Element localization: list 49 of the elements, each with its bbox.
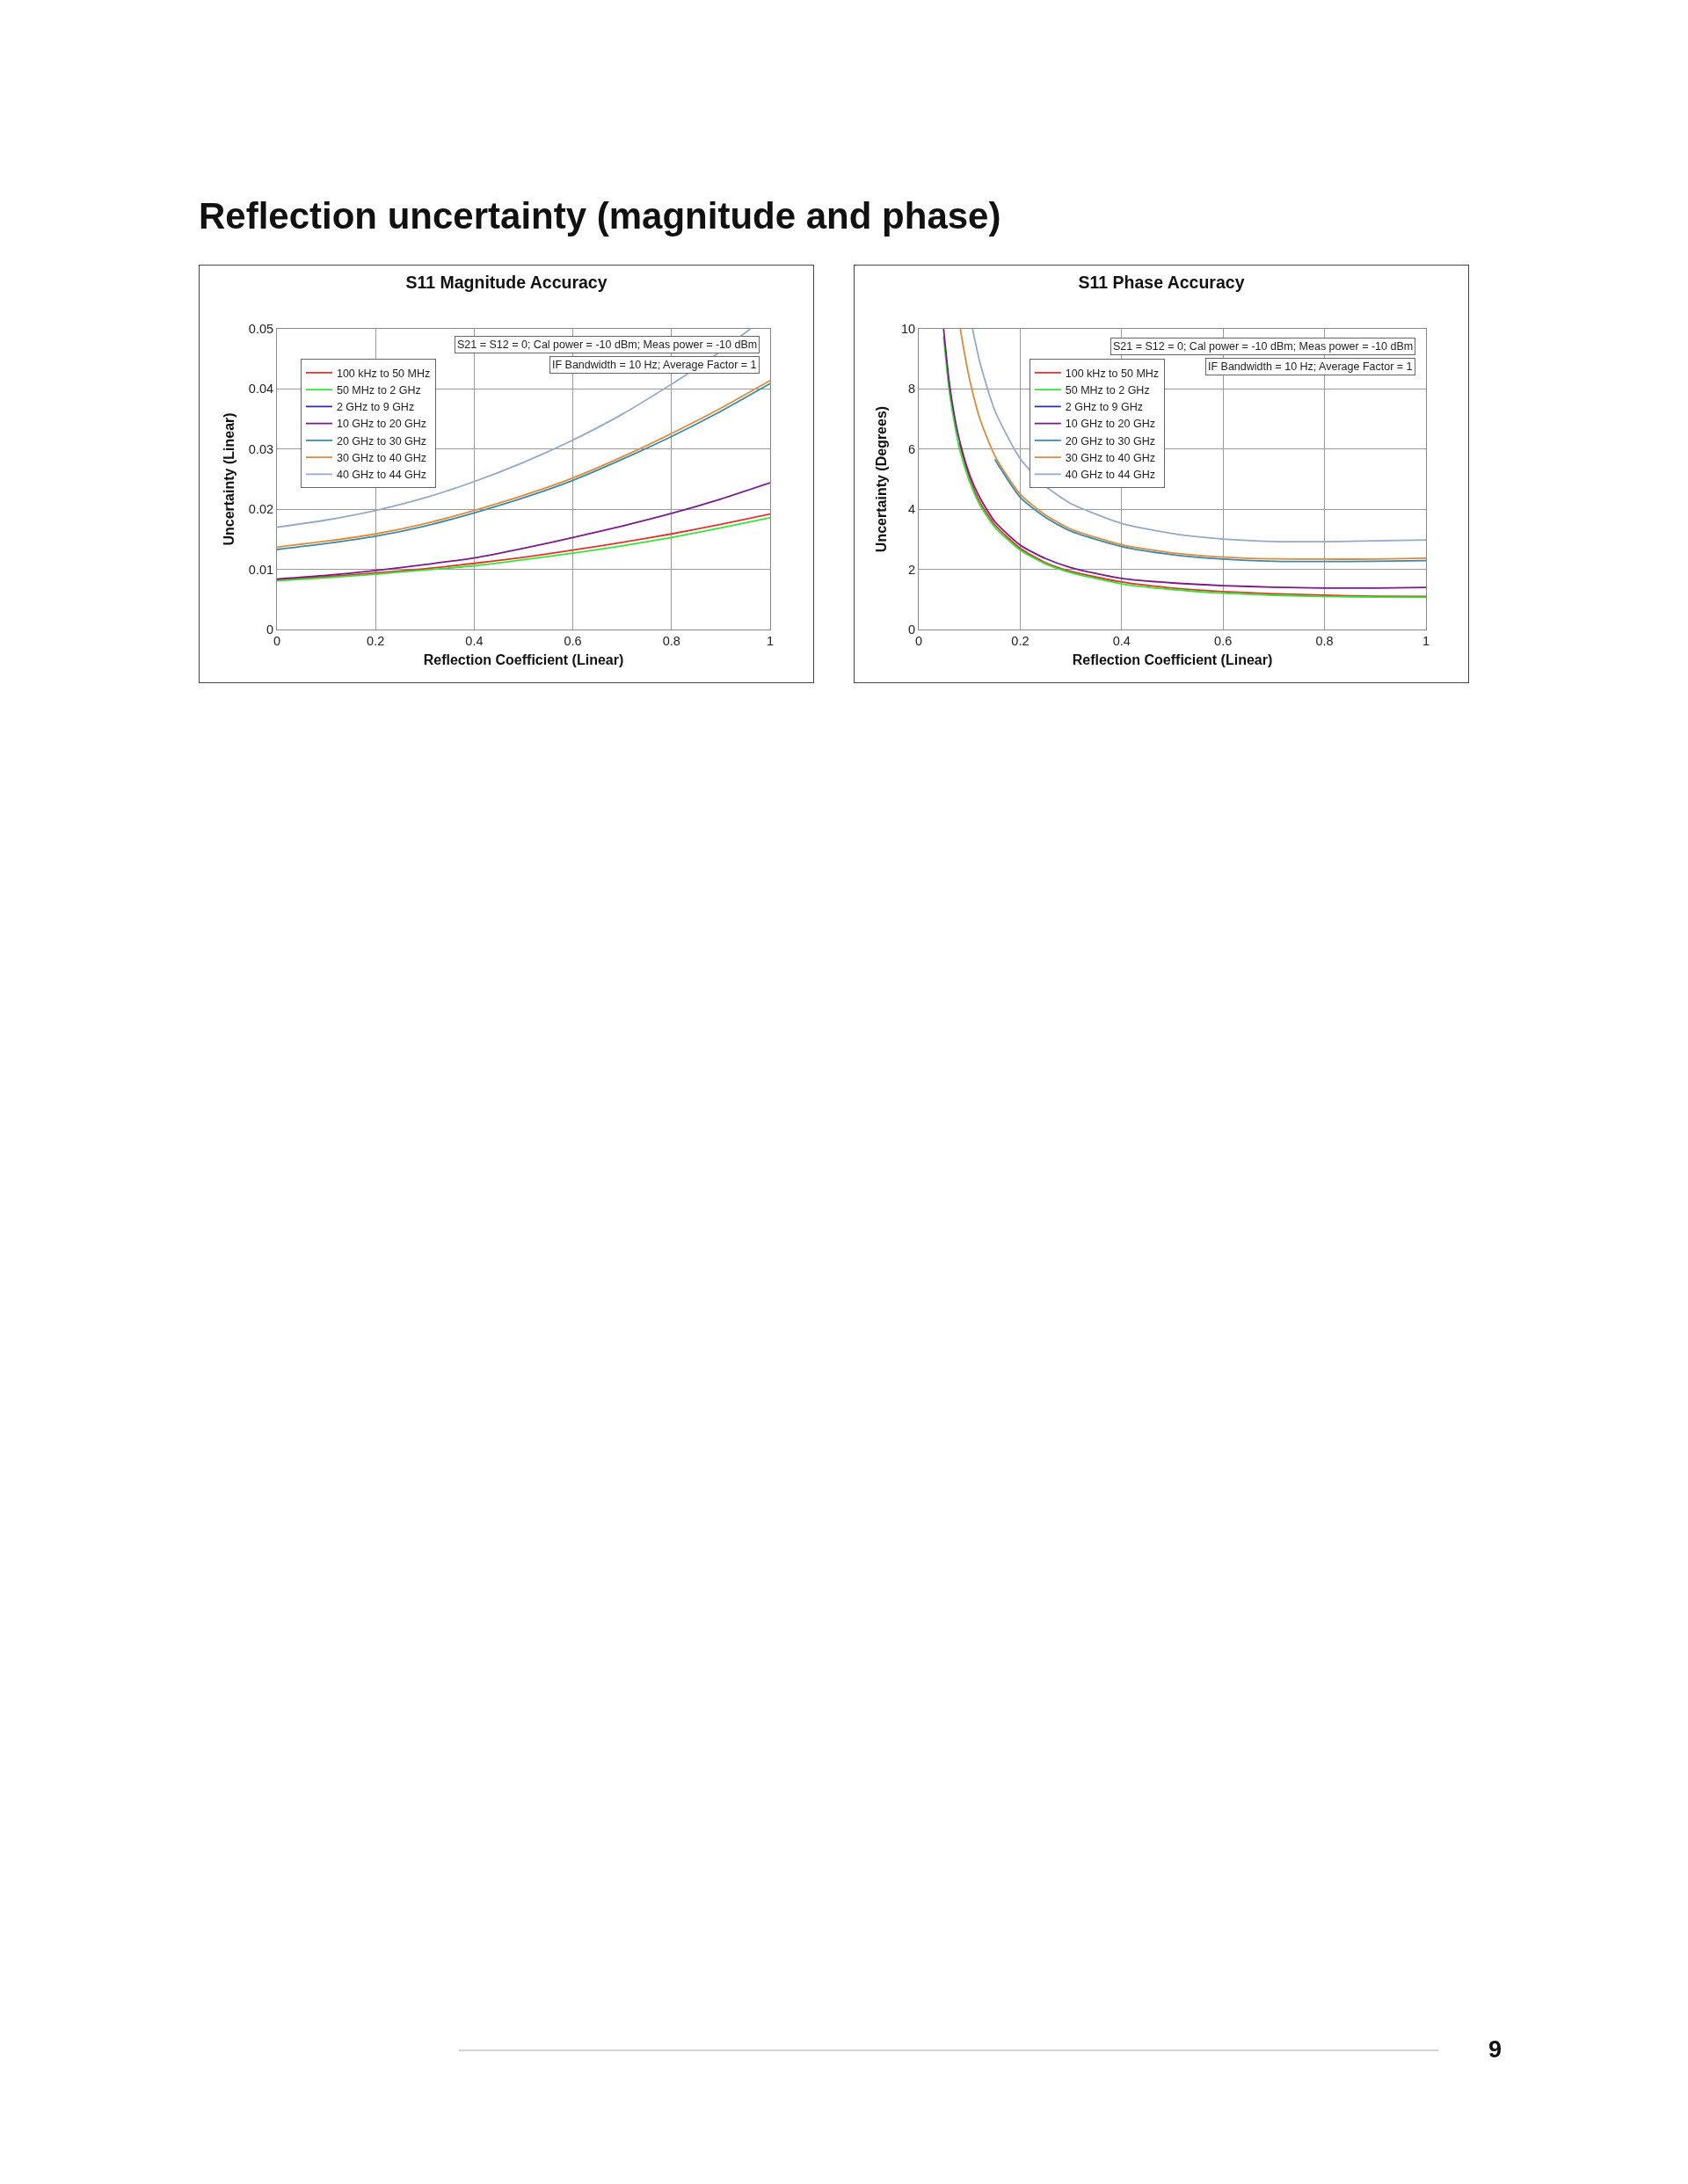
y-tick-label: 0 <box>266 622 274 637</box>
x-tick-label: 0.2 <box>1011 634 1030 649</box>
x-tick-label: 1 <box>1422 634 1430 649</box>
chart-title: S11 Phase Accuracy <box>1078 272 1245 292</box>
annotation: S21 = S12 = 0; Cal power = -10 dBm; Meas power = -10 dBm <box>457 339 758 351</box>
legend-label: 50 MHz to 2 GHz <box>1065 383 1150 397</box>
y-tick-label: 2 <box>908 562 916 577</box>
x-tick-label: 0.8 <box>1315 634 1334 649</box>
y-tick-label: 0.03 <box>248 441 274 456</box>
legend-label: 30 GHz to 40 GHz <box>1065 451 1155 464</box>
y-tick-label: 0.02 <box>248 502 274 517</box>
y-tick-label: 0.01 <box>248 562 274 577</box>
x-tick-label: 0.6 <box>564 634 582 649</box>
legend-label: 20 GHz to 30 GHz <box>1065 434 1155 448</box>
y-tick-label: 0.05 <box>248 322 274 337</box>
legend-label: 10 GHz to 20 GHz <box>1065 418 1155 431</box>
y-axis-title: Uncertainty (Degrees) <box>873 405 889 553</box>
x-tick-label: 0.4 <box>1112 634 1131 649</box>
legend-label: 2 GHz to 9 GHz <box>1065 401 1144 414</box>
annotation: S21 = S12 = 0; Cal power = -10 dBm; Meas power = -10 dBm <box>1113 340 1414 353</box>
x-tick-label: 0.6 <box>1214 634 1233 649</box>
x-tick-label: 0.4 <box>465 634 484 649</box>
x-axis-title: Reflection Coefficient (Linear) <box>423 652 624 668</box>
legend-label: 2 GHz to 9 GHz <box>336 401 415 414</box>
legend-label: 40 GHz to 44 GHz <box>336 469 427 482</box>
y-tick-label: 8 <box>908 382 916 397</box>
legend-label: 20 GHz to 30 GHz <box>336 434 427 448</box>
y-tick-label: 0.04 <box>248 382 274 397</box>
x-tick-label: 0.8 <box>662 634 680 649</box>
legend-label: 50 MHz to 2 GHz <box>336 383 421 397</box>
y-tick-label: 4 <box>908 502 916 517</box>
legend-label: 10 GHz to 20 GHz <box>336 418 427 431</box>
legend-label: 40 GHz to 44 GHz <box>1065 469 1155 482</box>
x-axis-title: Reflection Coefficient (Linear) <box>1072 652 1273 668</box>
y-tick-label: 10 <box>900 322 916 337</box>
annotation: IF Bandwidth = 10 Hz; Average Factor = 1 <box>552 359 757 371</box>
text: Reflection uncertainty (magnitude and phase) <box>199 195 1001 237</box>
x-tick-label: 0.2 <box>367 634 385 649</box>
text: 9 <box>1488 2036 1502 2064</box>
legend-label: 30 GHz to 40 GHz <box>336 451 427 464</box>
line-series <box>277 482 770 580</box>
annotation: IF Bandwidth = 10 Hz; Average Factor = 1 <box>1208 360 1413 373</box>
y-tick-label: 0 <box>908 622 916 637</box>
y-axis-title: Uncertainty (Linear) <box>221 412 236 546</box>
y-tick-label: 6 <box>908 441 916 456</box>
chart-title: S11 Magnitude Accuracy <box>405 272 608 292</box>
x-tick-label: 1 <box>766 634 775 649</box>
legend-label: 100 kHz to 50 MHz <box>1065 367 1160 380</box>
legend-label: 100 kHz to 50 MHz <box>336 367 431 380</box>
